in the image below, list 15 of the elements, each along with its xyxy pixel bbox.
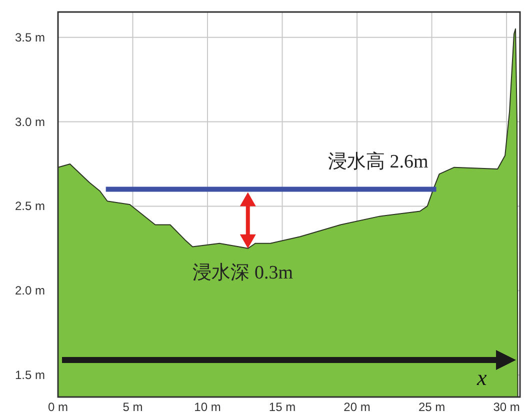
x-tick-label: 20 m (344, 400, 370, 414)
x-tick-label: 30 m (493, 400, 520, 414)
x-tick-label: 0 m (48, 400, 68, 414)
x-tick-label: 5 m (122, 400, 143, 414)
y-tick-label: 2.0 m (14, 284, 46, 298)
y-tick-label: 3.0 m (14, 114, 46, 129)
y-tick-label: 3.5 m (14, 30, 46, 44)
x-tick-label: 25 m (418, 400, 446, 414)
x-axis-title: x (476, 365, 487, 390)
series-label: 浸水高 2.6m (328, 150, 428, 172)
x-tick-label: 10 m (194, 400, 221, 414)
x-tick-label: 15 m (268, 400, 296, 414)
annotation: 浸水深 0.3m (192, 262, 294, 284)
y-tick-label: 1.5 m (14, 368, 46, 382)
y-tick-label: 2.5 m (14, 199, 46, 214)
